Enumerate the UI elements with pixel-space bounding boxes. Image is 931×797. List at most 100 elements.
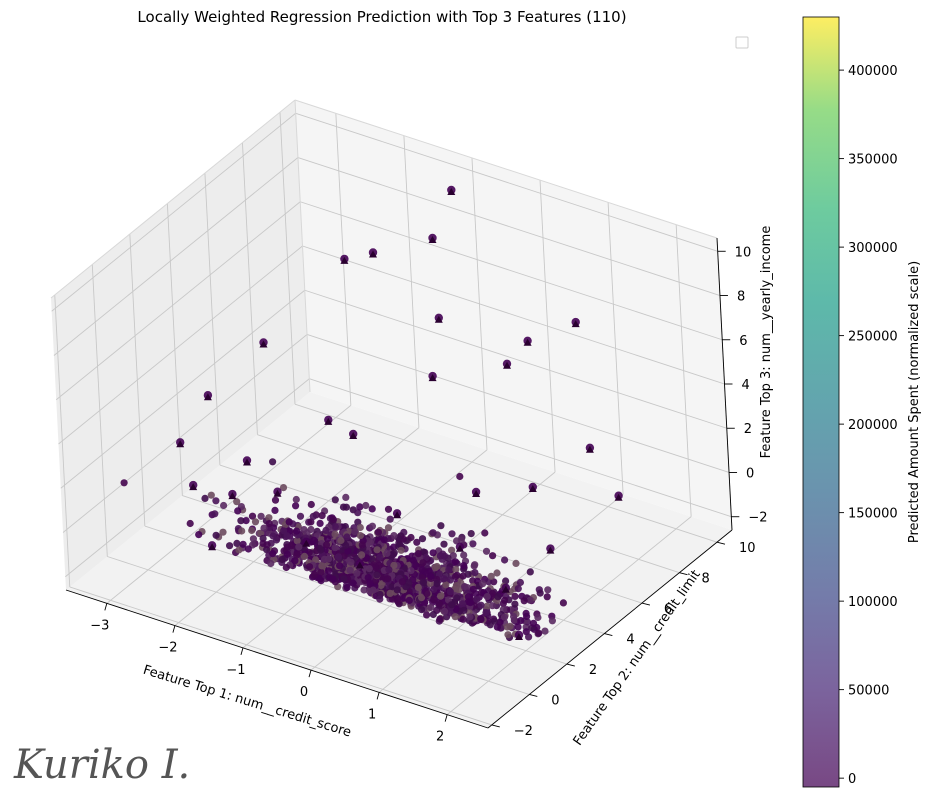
- cloud-point: [366, 579, 374, 587]
- cloud-point: [430, 596, 438, 604]
- cloud-point: [325, 567, 333, 575]
- cloud-point: [385, 566, 393, 574]
- cloud-point: [383, 549, 391, 558]
- cloud-point: [373, 546, 381, 554]
- cloud-point: [429, 549, 437, 557]
- cloud-point: [493, 623, 501, 631]
- cloud-point: [422, 553, 430, 562]
- colorbar-tick-label: 350000: [848, 153, 898, 168]
- cloud-point: [419, 578, 427, 587]
- cloud-point: [285, 518, 293, 526]
- scatter-point: [514, 630, 524, 640]
- cloud-point: [244, 545, 252, 553]
- scatter-point: [428, 233, 437, 243]
- cloud-point: [469, 585, 477, 593]
- cloud-point: [413, 538, 421, 546]
- cloud-point: [453, 594, 461, 602]
- cloud-point: [451, 613, 459, 621]
- colorbar-tick-label: 200000: [848, 418, 898, 433]
- cloud-point: [310, 571, 318, 579]
- cloud-point: [331, 530, 339, 538]
- scatter-point: [571, 317, 580, 328]
- cloud-point: [310, 536, 318, 544]
- cloud-point: [343, 533, 351, 541]
- cloud-point: [483, 593, 491, 601]
- cloud-point: [452, 605, 460, 613]
- cloud-point: [219, 528, 227, 536]
- scatter-point: [428, 371, 437, 382]
- cloud-point: [486, 621, 494, 629]
- cloud-point: [234, 507, 242, 515]
- cloud-point: [423, 611, 431, 619]
- cloud-point: [269, 550, 277, 558]
- cloud-point: [342, 493, 350, 501]
- cloud-point: [445, 566, 453, 574]
- scatter-point: [447, 185, 456, 195]
- scatter-point: [355, 559, 364, 569]
- cloud-point: [525, 633, 533, 641]
- chart-title: Locally Weighted Regression Prediction w…: [137, 8, 626, 26]
- cloud-point: [440, 575, 448, 583]
- cloud-point: [353, 569, 361, 577]
- cloud-point: [464, 593, 472, 601]
- cloud-point: [459, 600, 467, 608]
- cloud-point: [257, 512, 265, 520]
- cloud-point: [317, 546, 325, 554]
- cloud-point: [271, 496, 280, 504]
- cloud-point: [482, 547, 491, 555]
- cloud-point: [501, 596, 509, 604]
- cloud-point: [405, 596, 413, 605]
- cloud-point: [296, 512, 305, 520]
- cloud-point: [212, 531, 220, 539]
- signature: Kuriko I.: [13, 742, 190, 788]
- colorbar-tick-label: 100000: [848, 595, 898, 610]
- cloud-point: [559, 599, 568, 607]
- colorbar-frame: [802, 16, 840, 788]
- colorbar-label: Predicted Amount Spent (normalized scale…: [907, 261, 922, 543]
- cloud-point: [390, 561, 398, 570]
- scatter-point: [340, 254, 349, 264]
- cloud-point: [418, 535, 427, 543]
- scatter-point: [523, 336, 532, 346]
- cloud-point: [489, 552, 497, 560]
- cloud-point: [455, 586, 463, 594]
- z-tick-label: 8: [737, 290, 745, 305]
- scatter-point: [228, 489, 237, 500]
- cloud-point: [233, 539, 241, 548]
- cloud-point: [412, 562, 420, 570]
- cloud-point: [271, 506, 279, 514]
- scatter-point: [302, 537, 311, 547]
- scatter-point: [349, 429, 358, 439]
- cloud-point: [376, 553, 384, 561]
- cloud-point: [269, 532, 277, 540]
- cloud-point: [448, 601, 456, 609]
- cloud-point: [386, 589, 394, 598]
- cloud-point: [226, 542, 234, 550]
- cloud-point: [435, 600, 443, 608]
- cloud-point: [346, 566, 354, 574]
- cloud-point: [460, 606, 468, 615]
- cloud-point: [318, 562, 326, 570]
- cloud-point: [293, 551, 301, 559]
- cloud-point: [322, 526, 330, 535]
- colorbar-tick-label: 0: [848, 772, 856, 787]
- cloud-point: [467, 530, 475, 538]
- cloud-point: [334, 553, 343, 561]
- cloud-point: [437, 522, 445, 530]
- cloud-point: [456, 472, 464, 481]
- cloud-point: [439, 550, 447, 558]
- cloud-point: [459, 615, 467, 623]
- cloud-point: [316, 519, 324, 528]
- cloud-point: [448, 530, 456, 538]
- cloud-point: [466, 599, 474, 607]
- cloud-point: [407, 567, 415, 575]
- cloud-point: [324, 555, 333, 563]
- colorbar-tick-label: 50000: [848, 684, 889, 699]
- cloud-point: [242, 517, 250, 525]
- z-tick-label: 2: [744, 422, 752, 437]
- cloud-point: [239, 540, 247, 548]
- cloud-point: [441, 607, 449, 615]
- cloud-point: [427, 572, 435, 580]
- cloud-point: [487, 572, 495, 581]
